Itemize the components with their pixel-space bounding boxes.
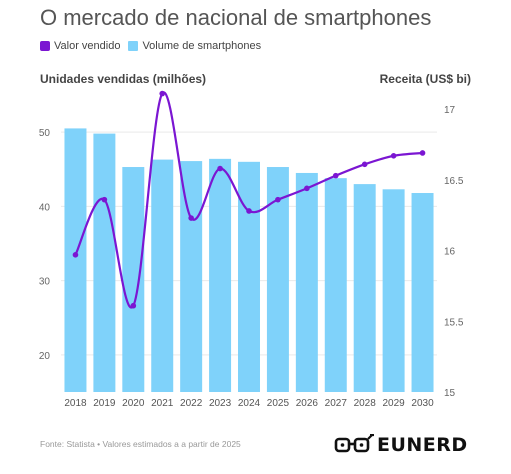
- x-tick-label: 2023: [209, 398, 232, 409]
- x-tick-label: 2024: [238, 398, 261, 409]
- bar: [122, 167, 145, 392]
- brand-logo: EUNERD: [334, 432, 468, 458]
- line-point: [101, 196, 108, 203]
- glasses-logo-icon: [334, 434, 374, 453]
- bar: [93, 133, 116, 393]
- right-tick-label: 16: [444, 247, 456, 258]
- x-tick-label: 2026: [296, 398, 319, 409]
- x-tick-label: 2025: [267, 398, 290, 409]
- source-note: Fonte: Statista • Valores estimados a a …: [40, 439, 241, 449]
- bar: [295, 172, 318, 392]
- line-point: [217, 165, 223, 172]
- x-tick-label: 2021: [151, 398, 174, 409]
- line-point: [188, 215, 194, 221]
- legend-item-bar: Volume de smartphones: [128, 40, 261, 52]
- x-tick-label: 2020: [122, 398, 145, 409]
- legend-label-line: Valor vendido: [54, 40, 121, 52]
- line-point: [361, 161, 368, 168]
- bar: [382, 189, 405, 392]
- right-axis-title: Receita (US$ bi): [379, 72, 471, 86]
- line-point: [130, 302, 137, 309]
- line-point: [390, 153, 397, 159]
- line-point: [159, 90, 166, 97]
- x-tick-label: 2027: [325, 398, 348, 409]
- bar: [353, 184, 376, 392]
- x-tick-label: 2028: [354, 398, 377, 409]
- legend-swatch-line: [40, 41, 50, 51]
- line-point: [304, 185, 310, 192]
- bar: [411, 193, 434, 392]
- line-point: [275, 196, 281, 203]
- bar: [266, 167, 289, 392]
- left-tick-label: 40: [39, 202, 51, 213]
- legend: Valor vendido Volume de smartphones: [40, 40, 269, 52]
- right-tick-label: 16.5: [444, 176, 464, 187]
- x-tick-label: 2030: [411, 398, 434, 409]
- bar: [180, 161, 203, 392]
- line-point: [246, 208, 252, 214]
- x-tick-label: 2018: [64, 398, 87, 409]
- chart-title: O mercado de nacional de smartphones: [40, 5, 432, 30]
- left-tick-label: 50: [39, 128, 51, 139]
- legend-swatch-bar: [128, 41, 139, 51]
- line-point: [72, 252, 79, 258]
- x-tick-label: 2019: [93, 398, 116, 409]
- bar: [324, 178, 347, 392]
- bar: [151, 159, 174, 392]
- legend-item-line: Valor vendido: [40, 40, 120, 52]
- left-tick-label: 30: [39, 277, 51, 288]
- right-tick-label: 15.5: [444, 317, 464, 328]
- line-point: [332, 172, 339, 179]
- legend-label-bar: Volume de smartphones: [142, 40, 262, 52]
- brand-name: EUNERD: [377, 434, 468, 456]
- bar: [209, 158, 232, 392]
- line-point: [419, 150, 426, 156]
- bar: [238, 161, 260, 392]
- right-tick-label: 15: [444, 388, 456, 399]
- right-tick-label: 17: [444, 105, 456, 116]
- left-tick-label: 20: [39, 351, 51, 362]
- x-tick-label: 2022: [180, 398, 203, 409]
- left-axis-title: Unidades vendidas (milhões): [40, 72, 207, 86]
- bar: [64, 128, 87, 392]
- x-tick-label: 2029: [382, 398, 405, 409]
